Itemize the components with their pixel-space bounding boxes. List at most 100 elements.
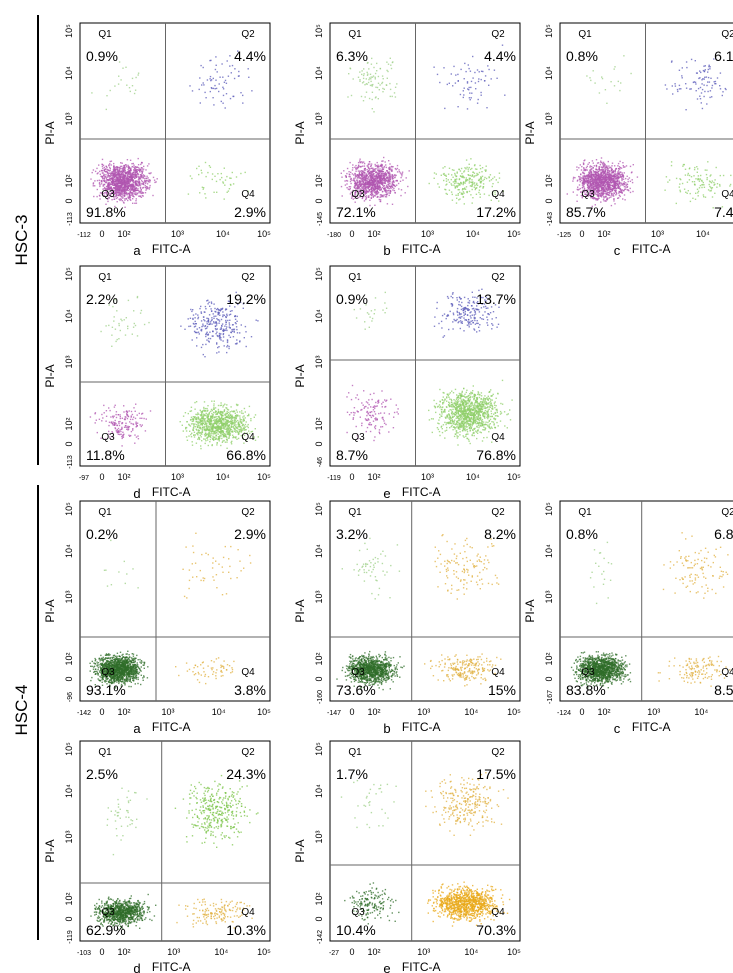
x-tick-label: 10⁴ [216,229,230,239]
x-tick-label: 10³ [421,472,434,482]
y-tick-label: 10⁴ [64,544,74,558]
y-tick-label: -113 [67,455,74,469]
y-tick-label: -167 [547,690,554,704]
x-tick-label: 10⁴ [214,947,228,957]
x-tick-label: 10³ [171,472,184,482]
y-axis-label: PI-A [293,599,307,622]
quadrant-percent-q3: 11.8% [86,447,125,463]
y-axis-label: PI-A [293,364,307,387]
x-tick-label: 10³ [421,229,434,239]
quadrant-label-q3: Q3 [351,432,365,443]
y-tick-label: 0 [314,916,324,921]
y-tick-label: 0 [544,676,554,681]
y-tick-label: 10⁵ [64,267,74,281]
x-tick-label: 10⁴ [466,229,480,239]
quadrant-percent-q1: 1.7% [336,766,368,782]
quadrant-label-q3: Q3 [351,907,365,918]
quadrant-percent-q3: 72.1% [336,204,376,220]
quadrant-label-q3: Q3 [351,189,365,200]
quadrant-percent-q1: 6.3% [336,48,368,64]
quadrant-label-q2: Q2 [491,747,505,758]
y-tick-label: 10⁴ [314,66,324,80]
y-tick-label: 10⁵ [544,502,554,516]
panel-letter: b [383,243,390,258]
quadrant-label-q2: Q2 [241,272,255,283]
y-tick-label: 10⁵ [314,24,324,38]
quadrant-label-q4: Q4 [241,667,255,678]
quadrant-label-q4: Q4 [241,907,255,918]
quadrant-label-q2: Q2 [491,272,505,283]
quadrant-label-q4: Q4 [491,907,505,918]
quadrant-percent-q3: 91.8% [86,204,126,220]
quadrant-label-q1: Q1 [98,507,112,518]
y-tick-label: 0 [544,198,554,203]
x-tick-label: 10³ [651,229,664,239]
y-tick-label: 10² [64,652,74,665]
scatter-panel-hsc-4-c: Q1Q2Q3Q40.8%6.8%83.8%8.5%-124010²10³10⁴1… [500,493,733,733]
x-axis-label: FITC-A [152,960,191,973]
x-axis-label: FITC-A [402,242,441,256]
quadrant-label-q1: Q1 [348,747,362,758]
y-tick-label: 10⁵ [544,24,554,38]
y-tick-label: -145 [317,212,324,226]
quadrant-percent-q3: 93.1% [86,682,126,698]
quadrant-label-q3: Q3 [351,667,365,678]
y-tick-label: 10² [544,174,554,187]
x-tick-label: 0 [99,229,104,239]
y-tick-label: 10⁵ [64,24,74,38]
x-axis-label: FITC-A [152,720,191,734]
y-tick-label: 0 [64,198,74,203]
x-tick-label: 10³ [171,229,184,239]
y-tick-label: 10⁵ [64,502,74,516]
x-tick-label: 10³ [647,707,660,717]
y-tick-label: 0 [64,676,74,681]
quadrant-label-q4: Q4 [241,189,255,200]
x-tick-label: 10² [117,229,130,239]
x-tick-label: 10² [367,947,380,957]
y-axis-label: PI-A [523,599,537,622]
x-tick-label: 0 [99,947,104,957]
x-axis-label: FITC-A [152,242,191,256]
y-axis-label: PI-A [293,839,307,862]
y-tick-label: 0 [314,676,324,681]
x-tick-label: 10² [117,472,130,482]
y-axis-label: PI-A [43,121,57,144]
quadrant-label-q1: Q1 [578,29,592,40]
x-tick-label: 0 [579,229,584,239]
x-tick-label: 10⁴ [464,707,478,717]
x-tick-label: -125 [557,232,571,239]
x-tick-label: 10² [597,229,610,239]
quadrant-percent-q3: 85.7% [566,204,606,220]
quadrant-label-q1: Q1 [98,29,112,40]
quadrant-label-q3: Q3 [581,189,595,200]
x-tick-label: 10² [597,707,610,717]
y-tick-label: 10² [64,892,74,905]
x-axis-label: FITC-A [402,960,441,973]
quadrant-percent-q1: 0.2% [86,526,118,542]
y-tick-label: -119 [67,930,74,944]
y-axis-label: PI-A [43,364,57,387]
quadrant-label-q3: Q3 [101,189,115,200]
y-tick-label: 10⁴ [64,784,74,798]
x-tick-label: -112 [77,232,91,239]
y-tick-label: -113 [67,212,74,226]
y-tick-label: 10⁴ [544,66,554,80]
x-tick-label: 10⁴ [464,947,478,957]
y-tick-label: 10³ [314,590,324,603]
x-tick-label: -180 [327,232,341,239]
x-tick-label: 10⁴ [216,472,230,482]
quadrant-label-q3: Q3 [101,667,115,678]
y-tick-label: 10² [64,417,74,430]
quadrant-label-q1: Q1 [578,507,592,518]
quadrant-percent-q3: 10.4% [336,922,376,938]
x-tick-label: 10² [367,707,380,717]
y-tick-label: -46 [317,457,324,467]
quadrant-label-q2: Q2 [721,507,733,518]
quadrant-percent-q3: 62.9% [86,922,126,938]
panel-letter: c [614,721,621,736]
quadrant-percent-q2: 6.8% [714,526,733,542]
y-tick-label: 10³ [544,590,554,603]
